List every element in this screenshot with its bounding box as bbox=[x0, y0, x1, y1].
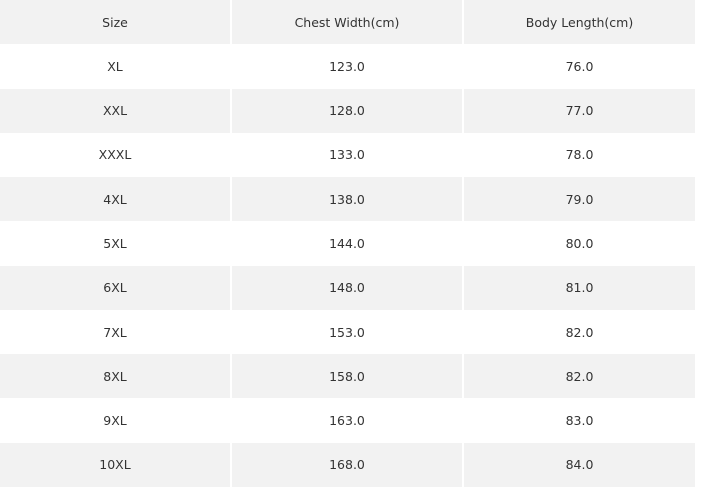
table-cell: 148.0 bbox=[232, 265, 462, 310]
table-cell: 128.0 bbox=[232, 88, 462, 133]
table-cell: 82.0 bbox=[464, 354, 695, 399]
table-cell: XXXL bbox=[98, 147, 132, 163]
table-cell: 158.0 bbox=[232, 354, 462, 399]
table-cell: 168.0 bbox=[232, 442, 462, 487]
table-cell: 123.0 bbox=[329, 58, 365, 74]
table-cell: 10XL bbox=[0, 442, 230, 487]
header-cell: Body Length(cm) bbox=[464, 0, 695, 45]
header-cell: Size bbox=[0, 0, 230, 45]
table-cell: 133.0 bbox=[329, 147, 365, 163]
table-cell: 84.0 bbox=[464, 442, 695, 487]
table-cell: 5XL bbox=[103, 235, 127, 251]
table-cell: 77.0 bbox=[464, 88, 695, 133]
table-cell: 81.0 bbox=[464, 265, 695, 310]
table-cell: 79.0 bbox=[464, 177, 695, 222]
table-cell: XXL bbox=[0, 88, 230, 133]
table-cell: 144.0 bbox=[329, 235, 365, 251]
table-cell: 9XL bbox=[103, 413, 127, 429]
table-cell: 82.0 bbox=[565, 324, 594, 340]
table-cell: 83.0 bbox=[565, 413, 594, 429]
table-cell: 80.0 bbox=[565, 235, 594, 251]
size-table: Size Chest Width(cm) Body Length(cm) XL 123.… bbox=[0, 0, 695, 487]
table-cell: 138.0 bbox=[232, 177, 462, 222]
table-cell: 6XL bbox=[0, 265, 230, 310]
table-cell: 76.0 bbox=[565, 58, 594, 74]
table-cell: 7XL bbox=[103, 324, 127, 340]
table-cell: XL bbox=[107, 58, 123, 74]
table-cell: 163.0 bbox=[329, 413, 365, 429]
header-cell: Chest Width(cm) bbox=[232, 0, 462, 45]
table-cell: 78.0 bbox=[565, 147, 594, 163]
table-cell: 8XL bbox=[0, 354, 230, 399]
table-cell: 4XL bbox=[0, 177, 230, 222]
table-cell: 153.0 bbox=[329, 324, 365, 340]
